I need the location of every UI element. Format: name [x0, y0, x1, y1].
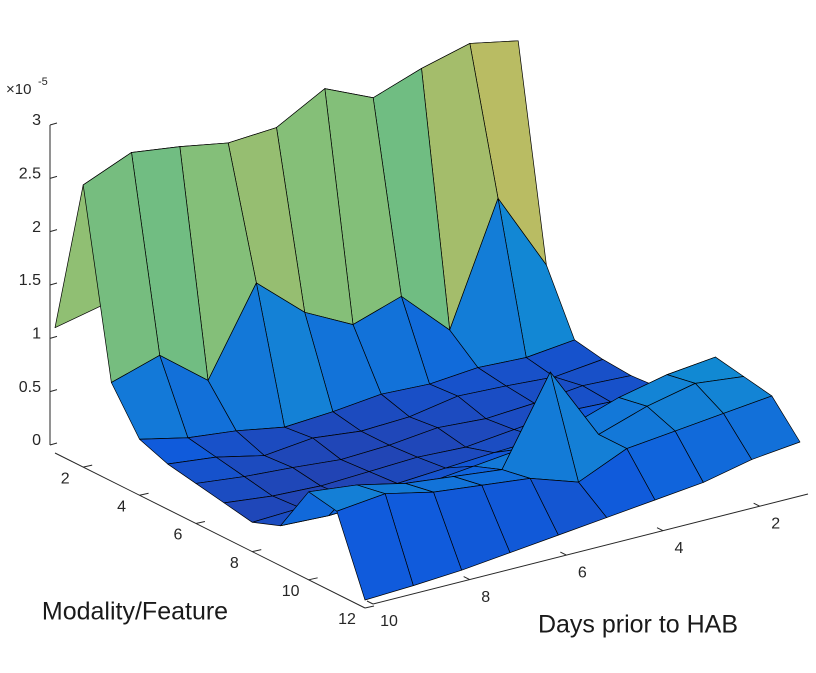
z-tick [49, 389, 58, 393]
y-axis-label: Modality/Feature [42, 598, 228, 626]
z-tick [49, 442, 58, 446]
x-tick-label: 10 [380, 613, 398, 630]
y-tick [252, 549, 262, 553]
y-tick-label: 8 [230, 555, 239, 572]
x-tick [560, 551, 567, 556]
z-tick [49, 122, 58, 126]
y-tick [308, 577, 318, 581]
surface-face [336, 493, 414, 601]
z-tick-label: 2.5 [19, 166, 41, 183]
z-tick-label: 0 [32, 432, 41, 449]
y-tick [139, 492, 149, 496]
x-tick-label: 8 [481, 589, 490, 606]
y-tick [195, 520, 206, 524]
z-tick-label: 2 [32, 219, 41, 236]
z-tick-label: 1 [32, 326, 41, 343]
z-exponent-power: -5 [38, 76, 48, 88]
y-tick-label: 6 [173, 527, 182, 544]
z-tick-label: 3 [32, 112, 41, 129]
y-tick-label: 2 [61, 470, 70, 487]
x-tick [656, 527, 664, 532]
z-tick [49, 175, 58, 179]
x-tick [366, 600, 374, 605]
z-tick-label: 0.5 [19, 379, 41, 396]
x-tick-label: 2 [771, 515, 780, 532]
y-tick [83, 464, 93, 468]
x-axis-label: Days prior to HAB [538, 611, 738, 639]
z-tick [49, 229, 58, 233]
x-axis [372, 493, 809, 605]
x-tick [463, 576, 470, 581]
y-tick [364, 605, 375, 609]
y-tick-label: 10 [282, 583, 300, 600]
x-tick-label: 4 [675, 540, 684, 557]
y-tick-label: 4 [117, 498, 126, 515]
y-axis [54, 452, 366, 609]
z-exponent-base: ×10 [6, 81, 31, 98]
z-tick [49, 335, 58, 339]
z-tick-label: 1.5 [19, 272, 41, 289]
x-tick-label: 6 [578, 564, 587, 581]
x-tick [753, 502, 760, 507]
y-tick-label: 12 [338, 611, 356, 628]
z-tick [49, 282, 58, 286]
